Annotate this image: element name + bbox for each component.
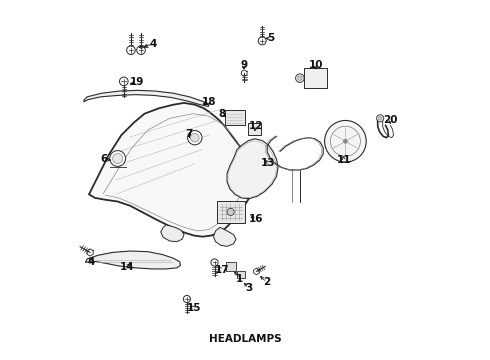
Text: 15: 15 (187, 303, 201, 314)
Text: 13: 13 (261, 158, 275, 168)
FancyBboxPatch shape (247, 123, 261, 135)
Circle shape (113, 153, 122, 163)
Polygon shape (161, 225, 184, 242)
Polygon shape (89, 103, 259, 237)
Polygon shape (254, 268, 259, 275)
Text: 11: 11 (337, 155, 351, 165)
Circle shape (137, 46, 146, 54)
Polygon shape (84, 90, 209, 107)
Polygon shape (214, 227, 236, 246)
Circle shape (126, 46, 135, 54)
FancyBboxPatch shape (225, 110, 245, 126)
Text: 16: 16 (248, 215, 263, 224)
Text: 20: 20 (383, 115, 397, 125)
Text: 19: 19 (129, 77, 144, 87)
Circle shape (120, 77, 128, 86)
Circle shape (343, 139, 347, 143)
Text: 5: 5 (267, 33, 274, 43)
Text: HEADLAMPS: HEADLAMPS (209, 334, 281, 344)
Text: 3: 3 (245, 283, 252, 293)
FancyBboxPatch shape (217, 201, 245, 223)
Circle shape (378, 117, 382, 120)
Text: 14: 14 (120, 262, 134, 272)
Text: 1: 1 (236, 274, 243, 284)
Polygon shape (227, 139, 278, 199)
Circle shape (295, 74, 304, 82)
Polygon shape (85, 251, 180, 269)
Text: 9: 9 (241, 60, 247, 70)
Circle shape (298, 76, 302, 80)
Text: 18: 18 (202, 97, 217, 107)
Circle shape (377, 115, 384, 122)
Circle shape (227, 208, 234, 216)
Circle shape (191, 134, 199, 142)
Circle shape (188, 131, 202, 145)
Circle shape (324, 121, 366, 162)
Text: 4: 4 (88, 257, 95, 267)
Text: 4: 4 (150, 39, 157, 49)
Text: 12: 12 (248, 121, 263, 131)
Circle shape (211, 259, 218, 266)
Text: 10: 10 (309, 60, 323, 70)
Text: 8: 8 (218, 109, 225, 119)
FancyBboxPatch shape (225, 262, 236, 271)
Text: 2: 2 (263, 277, 270, 287)
Circle shape (258, 37, 266, 45)
FancyBboxPatch shape (238, 271, 245, 278)
Circle shape (110, 150, 125, 166)
Text: 6: 6 (101, 154, 108, 164)
FancyBboxPatch shape (304, 68, 327, 88)
Circle shape (183, 296, 191, 303)
Polygon shape (87, 249, 93, 256)
Text: 7: 7 (186, 129, 193, 139)
Polygon shape (242, 70, 247, 76)
Text: 17: 17 (215, 265, 229, 275)
